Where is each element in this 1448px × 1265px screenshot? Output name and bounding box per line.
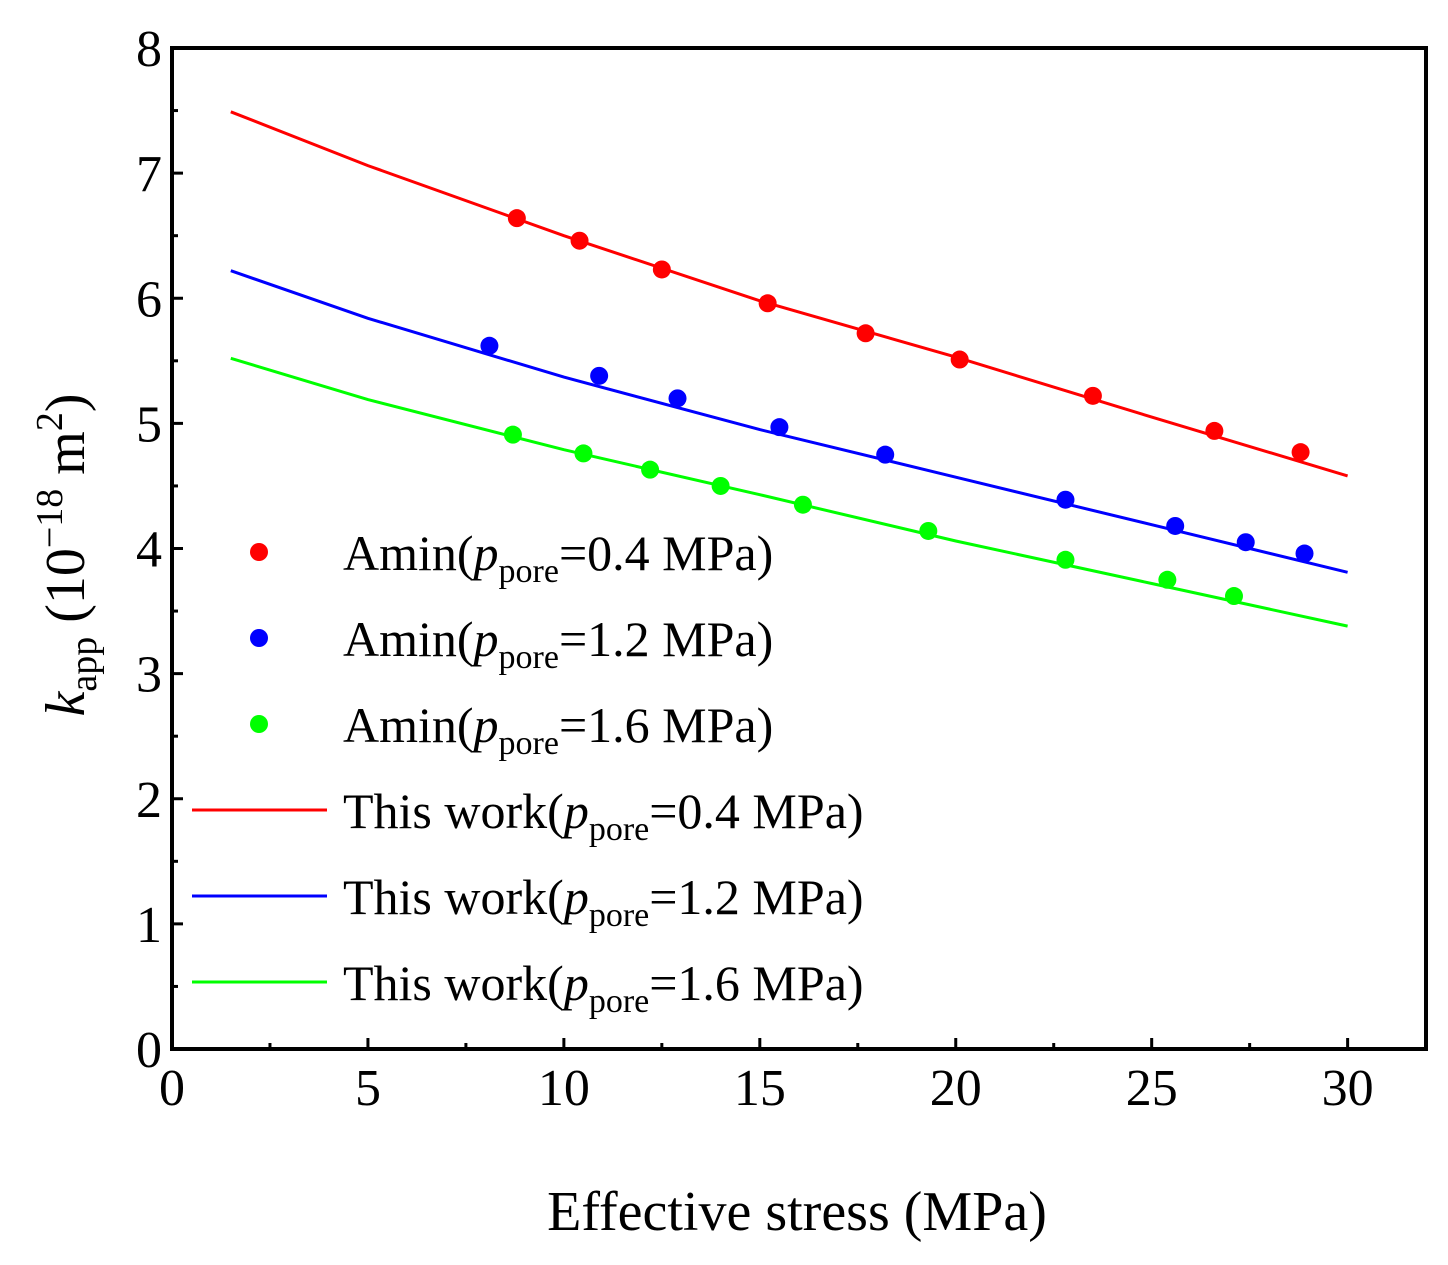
y-tick-label: 8 [136,21,162,78]
y-tick-label: 0 [136,1022,162,1079]
y-axis-title-exponent: −18 [29,489,71,548]
data-point [1295,544,1314,563]
x-tick-label: 25 [1126,1060,1178,1117]
series-line-6 [230,356,1348,628]
data-point [480,336,499,355]
series-line-4 [230,110,1349,478]
y-tick-label: 1 [136,897,162,954]
series-line-5 [230,269,1348,574]
y-axis-title: kapp (10−18 m2) [29,393,105,716]
x-tick-label: 20 [930,1060,982,1117]
data-point [590,366,609,385]
x-tick-label: 10 [538,1060,590,1117]
data-point [1158,570,1177,589]
y-tick-label: 7 [136,146,162,203]
legend: Amin(ppore=0.4 MPa) Amin(ppore=1.2 MPa) Am… [192,525,864,1020]
data-point [668,389,687,408]
legend-label: This work(ppore=1.6 MPa) [343,955,864,1020]
legend-marker [250,543,268,561]
y-axis-title-k: k [35,691,97,717]
y-tick-label: 6 [136,271,162,328]
legend-marker [250,629,268,647]
x-axis: 0 5 10 15 20 25 30 [159,1038,1374,1117]
y-tick-label: 4 [136,522,162,579]
y-axis-title-square: 2 [29,412,71,431]
y-tick-label: 3 [136,647,162,704]
y-axis-title-subscript: app [63,637,105,692]
x-tick-label: 5 [355,1060,381,1117]
x-axis-title: Effective stress (MPa) [547,1181,1047,1243]
x-tick-label: 15 [734,1060,786,1117]
y-axis: 0 1 2 3 4 5 6 7 8 [136,21,183,1079]
data-point [770,418,789,437]
legend-label: Amin(ppore=0.4 MPa) [343,525,773,590]
series-layer [230,110,1349,628]
data-point [1291,443,1310,462]
y-tick-label: 2 [136,772,162,829]
x-tick-label: 0 [159,1060,185,1117]
y-axis-title-unit-m: m [35,431,97,489]
y-axis-title-unit-open: (10 [35,548,97,637]
legend-label: This work(ppore=0.4 MPa) [343,783,864,848]
legend-label: Amin(ppore=1.6 MPa) [343,697,773,762]
legend-label: Amin(ppore=1.2 MPa) [343,611,773,676]
legend-label: This work(ppore=1.2 MPa) [343,869,864,934]
y-tick-label: 5 [136,396,162,453]
y-axis-title-unit-close: ) [35,393,97,412]
x-tick-label: 30 [1322,1060,1374,1117]
legend-marker [250,715,268,733]
